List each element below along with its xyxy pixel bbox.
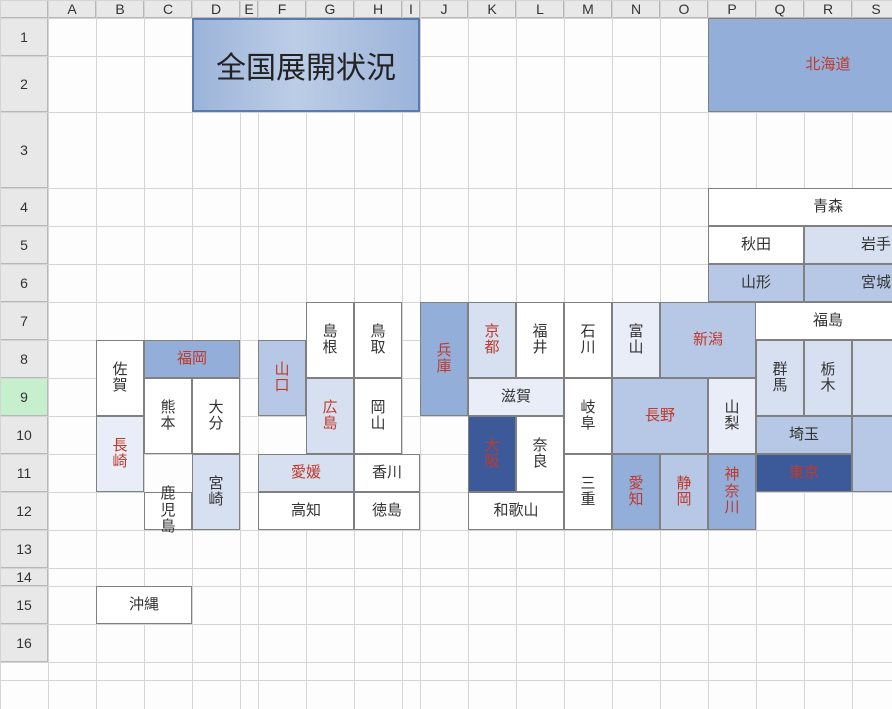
pref-秋田[interactable]: 秋田 (708, 226, 804, 264)
pref-京都[interactable]: 京 都 (468, 302, 516, 378)
pref-埼玉[interactable]: 埼玉 (756, 416, 852, 454)
pref-山梨[interactable]: 山 梨 (708, 378, 756, 454)
title-box: 全国展開状況 (192, 18, 420, 112)
col-header-O[interactable]: O (660, 0, 708, 18)
corner-cell[interactable] (0, 0, 48, 18)
pref-熊本[interactable]: 熊 本 (144, 378, 192, 454)
pref-福井[interactable]: 福 井 (516, 302, 564, 378)
row-header-3[interactable]: 3 (0, 112, 48, 188)
pref-兵庫[interactable]: 兵 庫 (420, 302, 468, 416)
pref-神奈川[interactable]: 神 奈 川 (708, 454, 756, 530)
row-header-9[interactable]: 9 (0, 378, 48, 416)
pref-富山[interactable]: 富 山 (612, 302, 660, 378)
col-header-E[interactable]: E (240, 0, 258, 18)
col-header-K[interactable]: K (468, 0, 516, 18)
pref-奈良[interactable]: 奈 良 (516, 416, 564, 492)
row-header-10[interactable]: 10 (0, 416, 48, 454)
pref-宮城[interactable]: 宮城 (804, 264, 892, 302)
pref-栃木[interactable]: 栃 木 (804, 340, 852, 416)
pref-山口[interactable]: 山 口 (258, 340, 306, 416)
pref-岩手[interactable]: 岩手 (804, 226, 892, 264)
row-header-15[interactable]: 15 (0, 586, 48, 624)
pref-長崎[interactable]: 長 崎 (96, 416, 144, 492)
pref-宮崎[interactable]: 宮 崎 (192, 454, 240, 530)
col-header-C[interactable]: C (144, 0, 192, 18)
pref-山形[interactable]: 山形 (708, 264, 804, 302)
pref-大分[interactable]: 大 分 (192, 378, 240, 454)
pref-岡山[interactable]: 岡 山 (354, 378, 402, 454)
row-header-6[interactable]: 6 (0, 264, 48, 302)
pref-青森[interactable]: 青森 (708, 188, 892, 226)
pref-新潟[interactable]: 新潟 (660, 302, 756, 378)
pref-滋賀[interactable]: 滋賀 (468, 378, 564, 416)
pref-福岡[interactable]: 福岡 (144, 340, 240, 378)
col-header-D[interactable]: D (192, 0, 240, 18)
row-header-5[interactable]: 5 (0, 226, 48, 264)
pref-鳥取[interactable]: 鳥 取 (354, 302, 402, 378)
col-header-P[interactable]: P (708, 0, 756, 18)
row-header-2[interactable]: 2 (0, 56, 48, 112)
row-header-16[interactable]: 16 (0, 624, 48, 662)
col-header-I[interactable]: I (402, 0, 420, 18)
col-header-A[interactable]: A (48, 0, 96, 18)
col-header-N[interactable]: N (612, 0, 660, 18)
col-header-F[interactable]: F (258, 0, 306, 18)
pref-佐賀[interactable]: 佐 賀 (96, 340, 144, 416)
col-header-L[interactable]: L (516, 0, 564, 18)
pref-徳島[interactable]: 徳島 (354, 492, 420, 530)
col-header-S[interactable]: S (852, 0, 892, 18)
col-header-R[interactable]: R (804, 0, 852, 18)
pref-島根[interactable]: 島 根 (306, 302, 354, 378)
pref-沖縄[interactable]: 沖縄 (96, 586, 192, 624)
pref-広島[interactable]: 広 島 (306, 378, 354, 454)
row-header-1[interactable]: 1 (0, 18, 48, 56)
pref-東京[interactable]: 東京 (756, 454, 852, 492)
pref-北海道[interactable]: 北海道 (708, 18, 892, 112)
pref-和歌山[interactable]: 和歌山 (468, 492, 564, 530)
col-header-Q[interactable]: Q (756, 0, 804, 18)
col-header-G[interactable]: G (306, 0, 354, 18)
pref-群馬[interactable]: 群 馬 (756, 340, 804, 416)
pref-石川[interactable]: 石 川 (564, 302, 612, 378)
pref-香川[interactable]: 香川 (354, 454, 420, 492)
col-header-M[interactable]: M (564, 0, 612, 18)
pref-千葉[interactable]: 千 葉 (852, 416, 892, 492)
pref-大阪[interactable]: 大 阪 (468, 416, 516, 492)
pref-茨城[interactable]: 茨 城 (852, 340, 892, 416)
col-header-B[interactable]: B (96, 0, 144, 18)
pref-鹿児島[interactable]: 鹿 児 島 (144, 492, 192, 530)
col-header-H[interactable]: H (354, 0, 402, 18)
row-header-14[interactable]: 14 (0, 568, 48, 586)
row-header-11[interactable]: 11 (0, 454, 48, 492)
pref-三重[interactable]: 三 重 (564, 454, 612, 530)
row-header-13[interactable]: 13 (0, 530, 48, 568)
pref-愛媛[interactable]: 愛媛 (258, 454, 354, 492)
col-header-J[interactable]: J (420, 0, 468, 18)
pref-長野[interactable]: 長野 (612, 378, 708, 454)
row-header-8[interactable]: 8 (0, 340, 48, 378)
row-header-4[interactable]: 4 (0, 188, 48, 226)
pref-静岡[interactable]: 静 岡 (660, 454, 708, 530)
row-header-7[interactable]: 7 (0, 302, 48, 340)
pref-高知[interactable]: 高知 (258, 492, 354, 530)
pref-岐阜[interactable]: 岐 阜 (564, 378, 612, 454)
row-header-12[interactable]: 12 (0, 492, 48, 530)
pref-愛知[interactable]: 愛 知 (612, 454, 660, 530)
